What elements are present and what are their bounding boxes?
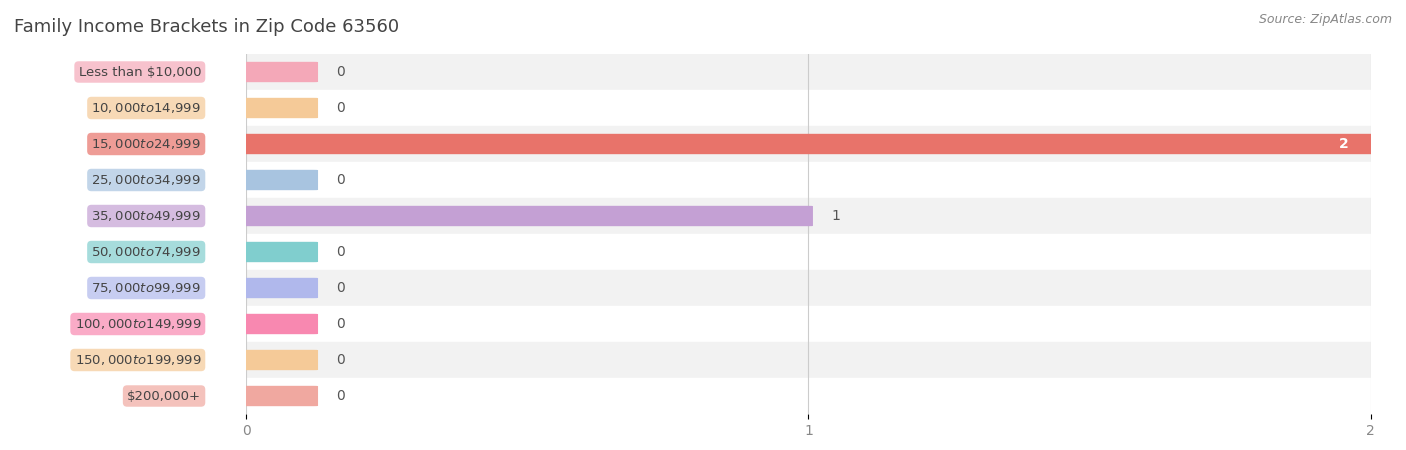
Text: 0: 0	[336, 101, 344, 115]
Text: $150,000 to $199,999: $150,000 to $199,999	[75, 353, 201, 367]
Text: 0: 0	[336, 317, 344, 331]
Text: 0: 0	[336, 389, 344, 403]
Text: $10,000 to $14,999: $10,000 to $14,999	[91, 101, 201, 115]
Text: $75,000 to $99,999: $75,000 to $99,999	[91, 281, 201, 295]
Text: 0: 0	[336, 173, 344, 187]
Text: $200,000+: $200,000+	[127, 390, 201, 402]
FancyBboxPatch shape	[242, 278, 318, 298]
FancyBboxPatch shape	[242, 62, 318, 82]
FancyBboxPatch shape	[242, 314, 318, 334]
Text: 0: 0	[336, 245, 344, 259]
FancyBboxPatch shape	[242, 134, 1375, 154]
Text: 0: 0	[336, 353, 344, 367]
Text: $50,000 to $74,999: $50,000 to $74,999	[91, 245, 201, 259]
Bar	[246, 54, 1371, 90]
Bar	[246, 270, 1371, 306]
FancyBboxPatch shape	[242, 206, 813, 226]
FancyBboxPatch shape	[242, 242, 318, 262]
Bar	[246, 306, 1371, 342]
Text: 0: 0	[336, 281, 344, 295]
Bar	[246, 342, 1371, 378]
Bar	[246, 126, 1371, 162]
Text: 2: 2	[1339, 137, 1348, 151]
FancyBboxPatch shape	[242, 386, 318, 406]
Text: 1: 1	[831, 209, 839, 223]
Bar	[246, 162, 1371, 198]
Text: $15,000 to $24,999: $15,000 to $24,999	[91, 137, 201, 151]
Text: $25,000 to $34,999: $25,000 to $34,999	[91, 173, 201, 187]
Text: Less than $10,000: Less than $10,000	[79, 66, 201, 78]
Bar	[246, 378, 1371, 414]
Text: $100,000 to $149,999: $100,000 to $149,999	[75, 317, 201, 331]
FancyBboxPatch shape	[242, 350, 318, 370]
Text: 0: 0	[336, 65, 344, 79]
Bar	[246, 234, 1371, 270]
FancyBboxPatch shape	[242, 170, 318, 190]
Bar	[246, 198, 1371, 234]
Text: $35,000 to $49,999: $35,000 to $49,999	[91, 209, 201, 223]
Text: Source: ZipAtlas.com: Source: ZipAtlas.com	[1258, 14, 1392, 27]
Bar	[246, 90, 1371, 126]
Text: Family Income Brackets in Zip Code 63560: Family Income Brackets in Zip Code 63560	[14, 18, 399, 36]
FancyBboxPatch shape	[242, 98, 318, 118]
